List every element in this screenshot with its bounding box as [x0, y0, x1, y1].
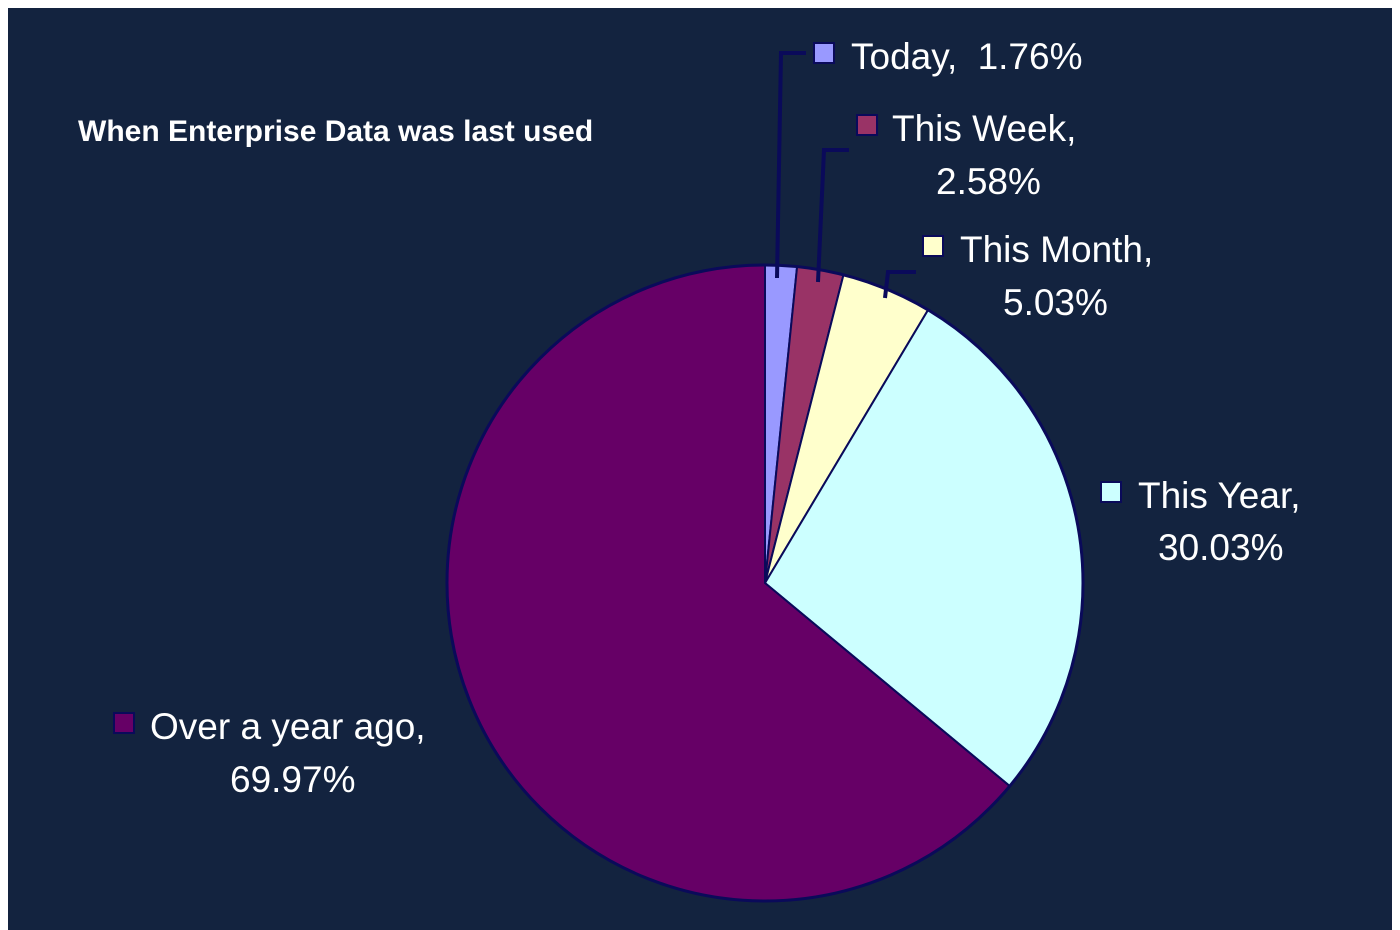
pie-chart: When Enterprise Data was last used Today… — [78, 36, 1301, 903]
pie-outline — [445, 263, 1085, 903]
legend-key-over — [113, 712, 135, 734]
slice-value-year: 30.03% — [1158, 527, 1284, 568]
chart-frame: When Enterprise Data was last used Today… — [8, 8, 1392, 930]
slice-label-over: Over a year ago, 69.97% — [113, 706, 426, 800]
pie-slices — [446, 263, 1084, 902]
slice-value-month: 5.03% — [1003, 282, 1108, 323]
legend-key-month — [922, 235, 944, 257]
svg-text:Today, 1.76%: Today, 1.76% — [851, 36, 1082, 77]
slice-label-week: This Week, 2.58% — [856, 108, 1076, 202]
leader-line-week — [816, 148, 849, 283]
chart-title: When Enterprise Data was last used — [78, 115, 593, 148]
slice-label-month: This Month, 5.03% — [922, 229, 1153, 323]
slice-value-week: 2.58% — [936, 161, 1041, 202]
slice-name-week: This Week, — [892, 108, 1076, 149]
leader-line-month — [883, 270, 916, 299]
legend-key-today — [813, 42, 835, 64]
slice-label-year: This Year, 30.03% — [1100, 475, 1301, 568]
slice-name-year: This Year, — [1138, 475, 1301, 516]
slice-name-month: This Month, — [960, 229, 1153, 270]
leader-line-today — [775, 51, 806, 279]
slice-value-today: 1.76% — [978, 36, 1083, 77]
slice-name-today: Today, — [851, 36, 957, 77]
slice-value-over: 69.97% — [230, 759, 356, 800]
slice-label-today: Today, 1.76% — [813, 36, 1082, 77]
legend-key-year — [1100, 481, 1122, 503]
legend-key-week — [856, 114, 878, 136]
slice-name-over: Over a year ago, — [150, 706, 426, 747]
